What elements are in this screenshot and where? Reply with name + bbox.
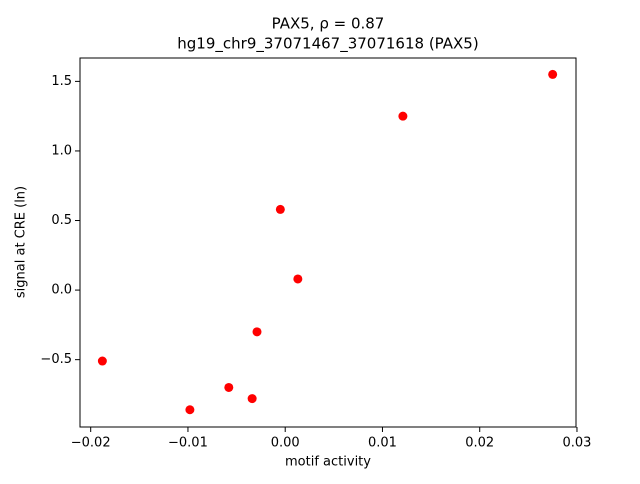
x-tick-label: 0.03 [562,436,591,451]
y-tick-label: 1.0 [51,143,72,158]
scatter-point [293,274,303,284]
y-tick-label: 0.0 [51,283,72,298]
scatter-point [548,69,558,79]
scatter-point [224,382,234,392]
x-axis-label: motif activity [285,455,371,470]
scatter-point [97,356,107,366]
scatter-point [247,394,257,404]
x-tick-label: 0.02 [465,436,494,451]
y-tick-label: −0.5 [40,352,72,367]
y-tick-label: 1.5 [51,74,72,89]
x-tick-label: 0.00 [271,436,300,451]
x-tick-label: 0.01 [368,436,397,451]
y-tick-label: 0.5 [51,213,72,228]
chart-title: PAX5, ρ = 0.87 [272,15,385,33]
scatter-point [185,405,195,415]
x-tick-label: −0.02 [71,436,111,451]
scatter-point [398,111,408,121]
scatter-point [275,204,285,214]
scatter-point [252,327,262,337]
x-tick-label: −0.01 [168,436,208,451]
y-axis-label: signal at CRE (ln) [14,186,29,298]
axes-frame [79,57,577,428]
chart-subtitle: hg19_chr9_37071467_37071618 (PAX5) [177,35,478,54]
